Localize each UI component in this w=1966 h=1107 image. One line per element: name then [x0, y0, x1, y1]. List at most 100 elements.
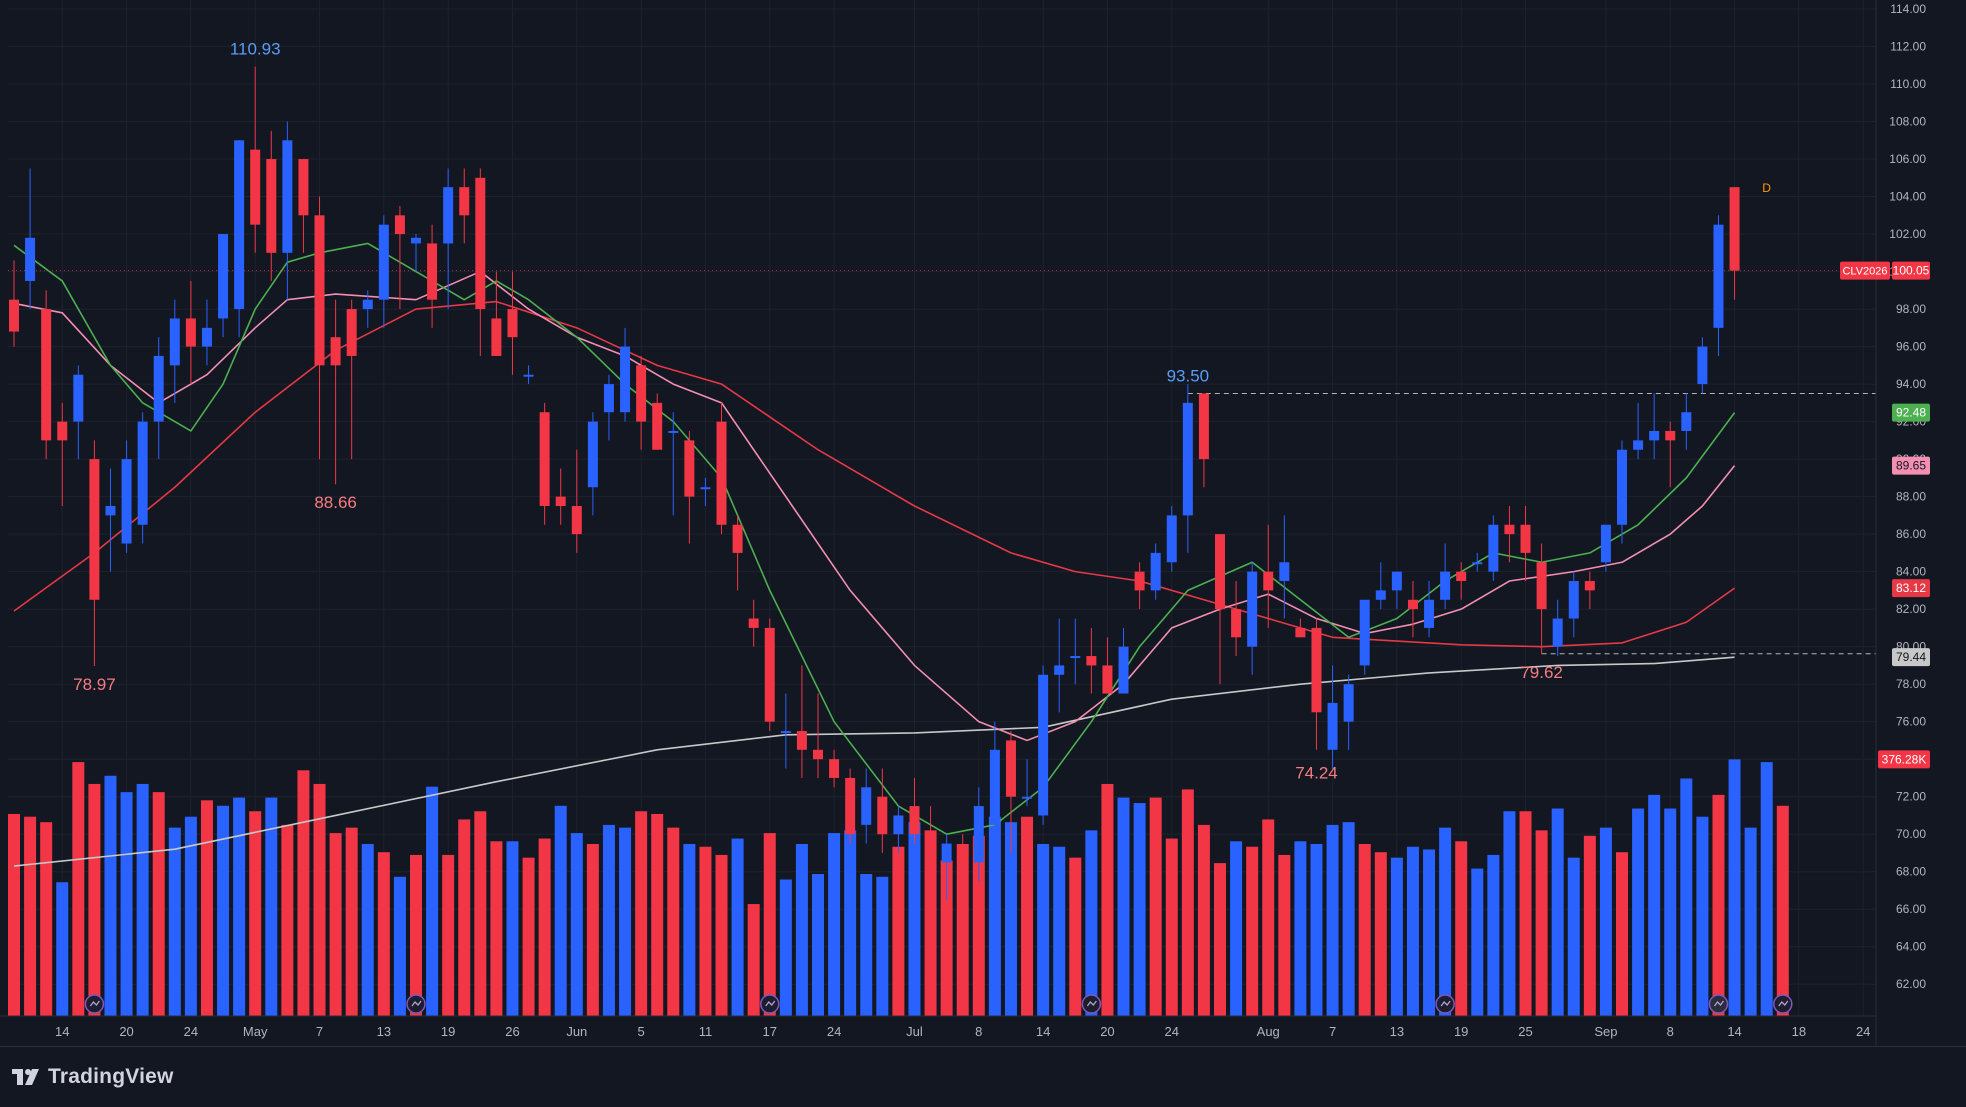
- candle-body: [1729, 187, 1740, 271]
- event-icon[interactable]: [406, 994, 426, 1014]
- price-axis[interactable]: 62.0064.0066.0068.0070.0072.0074.0076.00…: [0, 0, 1930, 1046]
- price-tick-label: 66.00: [1896, 902, 1926, 916]
- volume-bar: [1583, 835, 1596, 1016]
- candle-body: [796, 731, 807, 750]
- candle-body: [1086, 656, 1097, 666]
- volume-bar: [1085, 830, 1098, 1016]
- event-icon-glyph: [1440, 1000, 1451, 1007]
- time-tick-label: 24: [1856, 1024, 1870, 1039]
- volume-bar: [1133, 803, 1146, 1016]
- event-icon[interactable]: [1773, 994, 1793, 1014]
- volume-bar: [619, 827, 632, 1016]
- candle-body: [1054, 665, 1065, 675]
- volume-bar: [474, 811, 487, 1016]
- extreme-price-label: 78.97: [73, 675, 116, 694]
- event-icon[interactable]: [1435, 994, 1455, 1014]
- price-tick-label: 72.00: [1896, 790, 1926, 804]
- event-icon-glyph: [1778, 1000, 1789, 1007]
- event-icon[interactable]: [760, 994, 780, 1014]
- candle-body: [1488, 524, 1499, 572]
- candle-body: [362, 299, 373, 310]
- time-tick-label: Sep: [1594, 1024, 1617, 1039]
- volume-badge-label: 376.28K: [1882, 752, 1927, 766]
- candle-body: [925, 834, 936, 853]
- tradingview-logo[interactable]: TradingView: [12, 1065, 174, 1089]
- time-tick-label: 11: [699, 1024, 713, 1039]
- candle-body: [957, 852, 968, 863]
- candle-body: [475, 177, 486, 310]
- event-icon-glyph: [411, 1000, 422, 1007]
- time-tick-label: 13: [377, 1024, 391, 1039]
- candle-body: [378, 224, 389, 300]
- candle-body: [1311, 627, 1322, 713]
- volume-bar: [1567, 857, 1580, 1016]
- price-badge-label: 79.44: [1896, 650, 1926, 664]
- volume-badge: [1878, 750, 1930, 769]
- time-tick-label: 8: [1667, 1024, 1674, 1039]
- candle-body: [1102, 665, 1113, 694]
- time-tick-label: 18: [1792, 1024, 1806, 1039]
- price-chart[interactable]: 110.93 88.66 78.97 93.50 74.24 79.62 D 62.00 64…: [0, 0, 1966, 1046]
- candle-body: [603, 384, 614, 413]
- candle-body: [1681, 412, 1692, 431]
- event-icon[interactable]: [1708, 994, 1729, 1014]
- volume-bar: [522, 857, 535, 1016]
- time-tick-label: 7: [1329, 1024, 1336, 1039]
- candle-body: [1327, 702, 1338, 750]
- price-tick-label: 88.00: [1896, 490, 1926, 504]
- volume-bar: [200, 800, 213, 1016]
- volume-bar: [1439, 827, 1452, 1016]
- volume-bar: [667, 827, 680, 1016]
- candle-body: [1407, 599, 1418, 610]
- volume-bar: [458, 819, 471, 1016]
- event-markers[interactable]: [84, 994, 1793, 1014]
- candle-body: [732, 524, 743, 553]
- event-icon-glyph: [765, 1000, 776, 1007]
- candle-body: [555, 496, 566, 506]
- candle-body: [620, 346, 631, 413]
- symbol-badge-label: CLV2026: [1842, 266, 1887, 278]
- candle-body: [1552, 618, 1563, 647]
- price-tick-label: 108.00: [1889, 115, 1926, 129]
- candle-body: [1504, 524, 1515, 535]
- volume-bar: [860, 874, 873, 1016]
- candle-body: [1343, 684, 1354, 722]
- event-icon[interactable]: [84, 994, 105, 1014]
- volume-bar: [876, 876, 889, 1016]
- time-axis[interactable]: 14 20 24 May 7 13 19 26 Jun 5 11 17 24 Jul 8 14 20 24 Aug 7…: [55, 1024, 1870, 1039]
- volume-bar: [1390, 857, 1403, 1016]
- event-icon[interactable]: [1081, 994, 1102, 1014]
- candle-body: [1665, 430, 1676, 441]
- volume-bar: [1680, 778, 1693, 1016]
- candle-body: [1633, 440, 1644, 450]
- volume-bar: [56, 882, 69, 1016]
- price-tick-label: 64.00: [1896, 940, 1926, 954]
- candle-body: [813, 749, 823, 760]
- moving-average-line: [13, 270, 1736, 742]
- volume-bar: [1197, 824, 1210, 1016]
- candle-body: [1166, 515, 1177, 563]
- event-icon-circle: [760, 994, 780, 1014]
- volume-bar: [1406, 846, 1419, 1016]
- volume-bar: [1535, 830, 1548, 1016]
- candle-body: [668, 430, 679, 433]
- volume-bar: [1648, 794, 1661, 1016]
- event-icon-circle: [1081, 994, 1102, 1014]
- price-tick-label: 94.00: [1896, 377, 1926, 391]
- price-tick-label: 76.00: [1896, 715, 1926, 729]
- volume-bar: [265, 797, 278, 1016]
- price-badge-label: 83.12: [1896, 581, 1926, 595]
- time-tick-label: 19: [441, 1024, 455, 1039]
- candle-body: [250, 149, 261, 225]
- volume-bar: [1358, 844, 1371, 1016]
- volume-bar: [506, 841, 519, 1016]
- candle-body: [1134, 571, 1145, 591]
- volume-bar: [1519, 811, 1532, 1016]
- volume-bar: [747, 904, 760, 1016]
- candle-body: [652, 402, 663, 450]
- price-badge-label: 92.48: [1896, 406, 1926, 420]
- time-tick-label: 7: [316, 1024, 323, 1039]
- volume-bar: [538, 838, 551, 1016]
- symbol-badge: [1840, 261, 1890, 280]
